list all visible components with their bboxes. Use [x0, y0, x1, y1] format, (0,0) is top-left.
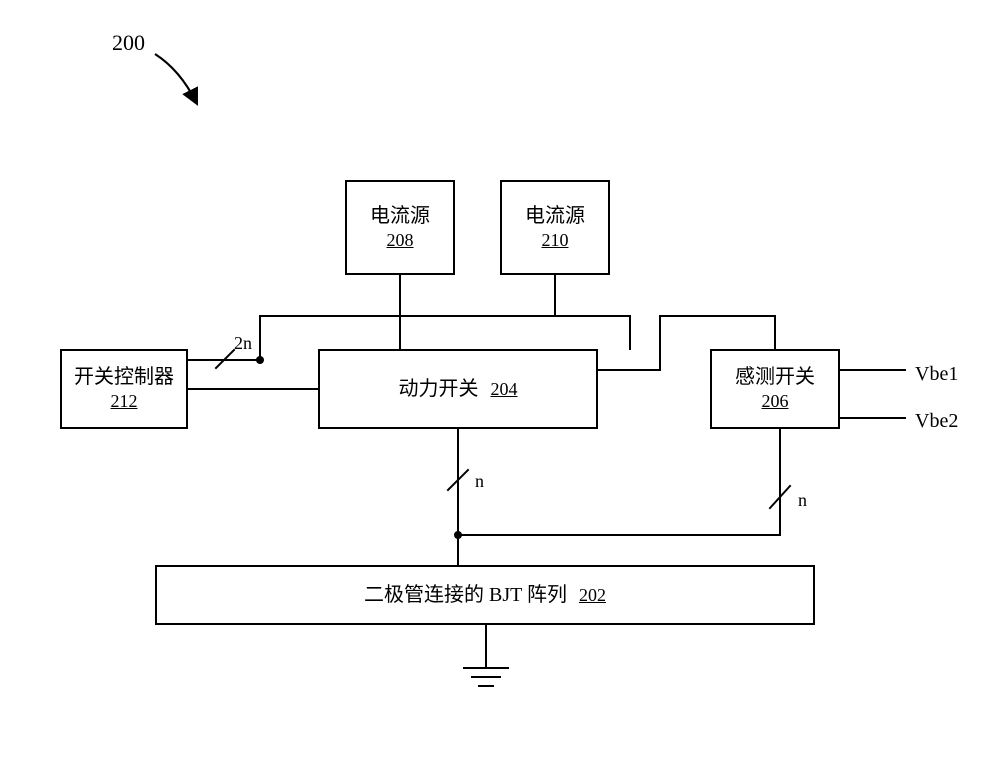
bjt-array-num: 202 — [579, 584, 606, 607]
current-source-2-num: 210 — [542, 229, 569, 252]
switch-controller-num: 212 — [111, 390, 138, 413]
output-vbe2-label: Vbe2 — [915, 410, 958, 433]
output-vbe1-label: Vbe1 — [915, 363, 958, 386]
switch-controller-block: 开关控制器 212 — [60, 349, 188, 429]
bus-width-n-left-label: n — [475, 471, 484, 492]
current-source-1-num: 208 — [387, 229, 414, 252]
current-source-1-label: 电流源 — [370, 204, 430, 229]
current-source-2-block: 电流源 210 — [500, 180, 610, 275]
switch-controller-label: 开关控制器 — [74, 365, 174, 390]
bjt-array-label: 二极管连接的 BJT 阵列 — [364, 583, 567, 608]
sense-switch-label: 感测开关 — [735, 365, 815, 390]
bus-width-2n-label: 2n — [234, 333, 252, 354]
power-switch-num: 204 — [491, 378, 518, 401]
diagram-stage: 200 开关控制器 212 电流源 208 电流源 210 动力开关 204 感… — [0, 0, 1000, 776]
bus-width-n-right-label: n — [798, 490, 807, 511]
figure-ref: 200 — [112, 30, 145, 56]
current-source-2-label: 电流源 — [525, 204, 585, 229]
sense-switch-num: 206 — [762, 390, 789, 413]
current-source-1-block: 电流源 208 — [345, 180, 455, 275]
bjt-array-block: 二极管连接的 BJT 阵列 202 — [155, 565, 815, 625]
sense-switch-block: 感测开关 206 — [710, 349, 840, 429]
power-switch-block: 动力开关 204 — [318, 349, 598, 429]
power-switch-label: 动力开关 — [399, 377, 479, 402]
